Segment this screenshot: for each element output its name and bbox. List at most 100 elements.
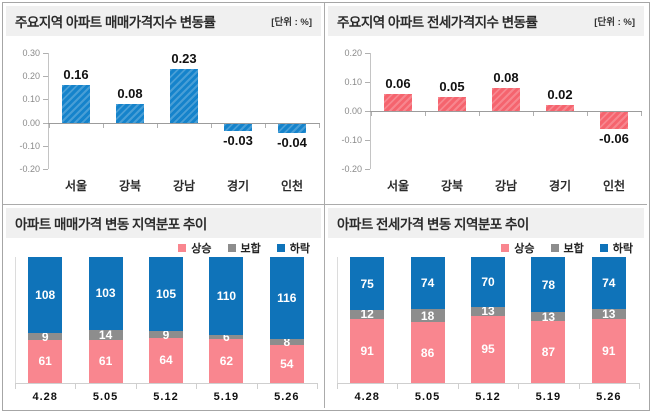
segment-value-label: 61	[98, 354, 113, 369]
bar-강남	[492, 87, 520, 111]
y-axis-tick	[365, 140, 370, 141]
segment-하락	[209, 257, 244, 335]
segment-value-label: 87	[541, 345, 556, 360]
segment-value-label: 70	[481, 274, 495, 289]
segment-상승	[149, 337, 183, 383]
bar-value-label: 0.05	[439, 78, 465, 94]
jeonse-distribution-title: 아파트 전세가격 변동 지역분포 추이	[337, 217, 529, 232]
segment-하락	[531, 257, 566, 313]
y-axis-tick	[43, 53, 48, 54]
chart-legend: 상승 보합 하락	[501, 240, 633, 256]
legend-item-상승: 상승	[178, 240, 212, 256]
legend-label-상승: 상승	[191, 243, 212, 255]
segment-하락	[88, 257, 123, 330]
segment-value-label: 86	[420, 345, 435, 360]
category-tick	[157, 123, 158, 128]
segment-value-label: 61	[38, 354, 52, 369]
category-label: 5.05	[414, 391, 441, 403]
segment-보합	[471, 306, 505, 316]
category-label: 인천	[280, 179, 304, 193]
segment-value-label: 18	[420, 308, 435, 323]
bar-value-label: 0.06	[385, 75, 411, 91]
segment-보합	[209, 334, 244, 340]
segment-보합	[269, 339, 304, 345]
category-tick	[256, 383, 258, 389]
legend-item-보합: 보합	[550, 240, 584, 256]
segment-value-label: 105	[155, 287, 177, 302]
y-axis-label: 0.30	[22, 48, 40, 58]
y-axis-label: -0.20	[341, 164, 362, 174]
segment-보합	[410, 309, 445, 323]
segment-보합	[350, 310, 385, 319]
legend-item-하락: 하락	[276, 240, 310, 256]
segment-value-label: 91	[360, 343, 374, 358]
segment-상승	[471, 315, 505, 383]
category-tick	[265, 123, 266, 128]
segment-하락	[149, 257, 183, 332]
legend-item-하락: 하락	[599, 240, 633, 256]
bar-강남	[170, 69, 198, 123]
category-tick	[75, 383, 77, 389]
segment-value-label: 13	[602, 306, 616, 321]
sale-index-title: 주요지역 아파트 매매가격지수 변동률	[15, 15, 216, 30]
category-label: 서울	[64, 179, 88, 193]
zero-axis-line	[370, 111, 642, 112]
y-axis-tick	[365, 169, 370, 170]
segment-value-label: 8	[283, 334, 291, 349]
bar-value-label: -0.03	[223, 132, 253, 148]
bar-value-label: -0.04	[277, 134, 307, 150]
segment-value-label: 9	[162, 327, 170, 342]
category-tick	[317, 383, 318, 389]
x-axis-line	[337, 383, 639, 384]
category-tick	[371, 112, 372, 116]
segment-하락	[410, 257, 445, 310]
category-tick	[578, 383, 580, 389]
y-axis-label: -0.10	[341, 135, 362, 145]
category-tick	[319, 123, 320, 128]
category-tick	[49, 123, 50, 128]
jeonse-index-title: 주요지역 아파트 전세가격지수 변동률	[337, 15, 538, 30]
category-tick	[639, 383, 640, 389]
segment-value-label: 78	[541, 277, 556, 292]
category-tick	[337, 383, 338, 389]
bar-value-label: 0.02	[547, 87, 573, 103]
jeonse-distribution-titlebar: 아파트 전세가격 변동 지역분포 추이	[328, 208, 644, 238]
category-tick	[135, 383, 137, 389]
segment-value-label: 13	[541, 309, 556, 324]
category-tick	[641, 112, 642, 116]
segment-value-label: 12	[360, 307, 374, 322]
segment-상승	[350, 318, 385, 383]
sale-distribution-stacked-chart: 상승 보합 하락 61 9 108 4.28 61 14 103 5.05 64 9 105 5.12 62 6…	[3, 205, 324, 408]
segment-value-label: 108	[35, 288, 56, 303]
segment-보합	[28, 333, 63, 340]
y-axis-tick	[43, 122, 48, 124]
segment-value-label: 64	[159, 353, 173, 368]
panel-sale-distribution: 아파트 매매가격 변동 지역분포 추이 상승 보합 하락 61 9 108 4.28 61 14…	[3, 205, 325, 408]
panel-jeonse-index: 주요지역 아파트 전세가격지수 변동률 [단위 : %] 0.20 0.10 0.0…	[325, 3, 647, 205]
segment-보합	[531, 312, 566, 322]
y-axis-label: -0.20	[19, 164, 40, 174]
bar-강북	[116, 104, 144, 123]
segment-value-label: 74	[602, 276, 616, 291]
segment-value-label: 13	[481, 304, 495, 319]
panel-sale-index: 주요지역 아파트 매매가격지수 변동률 [단위 : %] 0.30 0.20 0.1…	[3, 3, 325, 205]
category-tick	[479, 112, 480, 116]
segment-하락	[28, 257, 63, 334]
bar-강북	[438, 96, 466, 111]
x-axis-line	[15, 383, 317, 384]
bar-인천	[600, 112, 628, 130]
legend-swatch-상승	[501, 244, 510, 252]
y-axis-label: 0.10	[344, 77, 362, 87]
jeonse-index-bar-chart: 0.20 0.10 0.00 -0.10 -0.20 0.06 서울 0.05 강북 0.08 강남…	[325, 3, 647, 204]
segment-보합	[149, 331, 183, 338]
jeonse-index-unit-label: [단위 : %]	[594, 17, 635, 28]
category-label: 강북	[440, 179, 464, 193]
bar-인천	[278, 123, 306, 133]
segment-상승	[410, 322, 445, 383]
category-tick	[15, 383, 16, 389]
y-axis-tick	[43, 169, 48, 170]
category-label: 강남	[172, 179, 196, 193]
segment-상승	[269, 344, 304, 383]
sale-index-bar-chart: 0.30 0.20 0.10 0.00 -0.10 -0.20 0.16 서울 0.08 강북 0.…	[3, 3, 324, 204]
y-axis-line	[48, 53, 49, 169]
